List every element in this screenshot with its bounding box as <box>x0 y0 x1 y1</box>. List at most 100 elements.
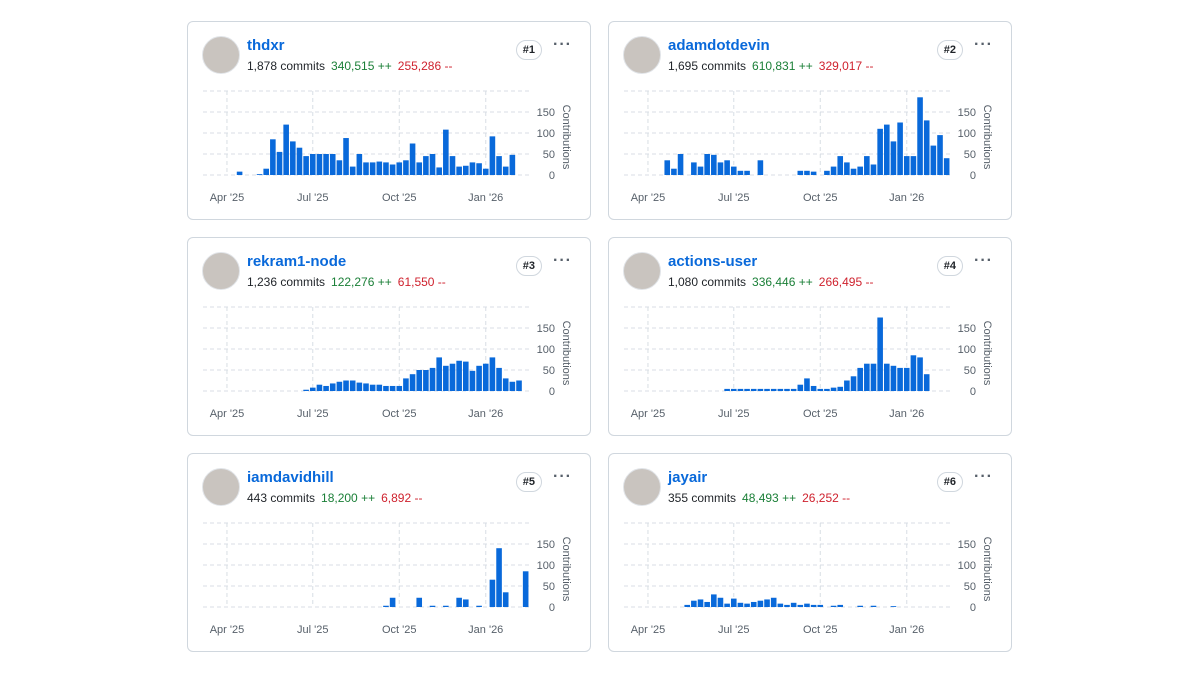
more-options[interactable]: ··· <box>974 36 993 53</box>
avatar <box>623 468 661 506</box>
bar <box>502 166 509 175</box>
bar <box>496 548 502 607</box>
bar <box>877 128 883 175</box>
bar <box>903 367 910 391</box>
bar <box>409 374 416 391</box>
y-axis-label: Contributions <box>560 105 572 170</box>
bar <box>830 387 837 391</box>
avatar <box>623 252 661 290</box>
bar <box>482 168 489 175</box>
y-tick-label: 100 <box>537 128 555 140</box>
bar <box>290 141 296 175</box>
bar <box>824 388 830 391</box>
x-tick-label: Oct '25 <box>803 624 838 636</box>
y-tick-label: 150 <box>958 539 976 551</box>
bar <box>890 365 897 391</box>
bar <box>724 388 730 391</box>
bar <box>336 160 343 175</box>
bar <box>744 170 750 175</box>
more-options[interactable]: ··· <box>553 36 572 53</box>
y-tick-label: 0 <box>970 602 976 614</box>
bar <box>303 389 309 391</box>
bar <box>737 170 744 175</box>
bar <box>363 162 369 175</box>
username[interactable]: jayair <box>668 469 708 486</box>
avatar <box>202 36 240 74</box>
bar <box>502 378 509 391</box>
x-tick-label: Apr '25 <box>210 192 245 204</box>
bar <box>236 171 243 175</box>
bar <box>456 360 462 391</box>
commit-count: 443 commits <box>247 491 316 505</box>
bar <box>943 158 950 175</box>
x-tick-label: Jan '26 <box>889 624 924 636</box>
commit-count: 1,695 commits <box>668 59 747 73</box>
rank-badge: #6 <box>936 472 963 492</box>
commit-count: 1,080 commits <box>668 275 747 289</box>
bar <box>396 385 403 391</box>
bar <box>744 603 750 607</box>
bar <box>336 381 343 391</box>
bar <box>403 160 409 175</box>
bar <box>323 154 329 175</box>
x-tick-label: Jul '25 <box>297 408 328 420</box>
x-tick-label: Oct '25 <box>803 408 838 420</box>
bar <box>870 363 877 391</box>
username[interactable]: rekram1-node <box>247 253 347 270</box>
stats: 355 commits 48,493 ++ 26,252 -- <box>668 491 850 505</box>
bar <box>770 597 777 607</box>
more-options[interactable]: ··· <box>553 468 572 485</box>
bar <box>923 120 930 175</box>
y-tick-label: 150 <box>537 323 555 335</box>
deletions: 255,286 -- <box>397 59 453 73</box>
y-axis-label: Contributions <box>981 105 993 170</box>
bar <box>443 605 449 607</box>
bar <box>476 163 482 175</box>
username[interactable]: thdxr <box>247 37 285 54</box>
more-options[interactable]: ··· <box>974 252 993 269</box>
bar <box>884 363 890 391</box>
bar <box>844 162 850 175</box>
bar <box>890 606 897 607</box>
x-tick-label: Jul '25 <box>297 624 328 636</box>
x-tick-label: Oct '25 <box>382 192 417 204</box>
bar <box>502 592 509 607</box>
bar <box>309 387 316 391</box>
deletions: 329,017 -- <box>818 59 874 73</box>
contribution-chart: 0 50 100 150 Apr '25 Jul '25 Oct '25 Jan '26 Con… <box>624 306 993 420</box>
username[interactable]: actions-user <box>668 253 758 270</box>
additions: 18,200 ++ <box>321 491 376 505</box>
bar <box>456 597 462 607</box>
y-tick-label: 100 <box>537 560 555 572</box>
bar <box>857 367 863 391</box>
bar <box>489 136 496 175</box>
bar <box>671 168 677 175</box>
bar <box>270 139 276 175</box>
bar <box>870 164 877 175</box>
username[interactable]: iamdavidhill <box>247 469 334 486</box>
bar <box>396 162 403 175</box>
additions: 48,493 ++ <box>742 491 797 505</box>
bar <box>416 370 423 391</box>
x-tick-label: Apr '25 <box>631 192 666 204</box>
avatar <box>202 252 240 290</box>
y-tick-label: 50 <box>543 365 555 377</box>
bar <box>864 363 870 391</box>
x-tick-label: Apr '25 <box>210 624 245 636</box>
deletions: 61,550 -- <box>397 275 446 289</box>
more-options[interactable]: ··· <box>553 252 572 269</box>
x-tick-label: Jan '26 <box>889 192 924 204</box>
bar <box>910 355 917 391</box>
bar <box>711 594 717 607</box>
y-tick-label: 100 <box>958 128 976 140</box>
bar <box>917 357 923 391</box>
bar <box>677 154 684 175</box>
deletions: 26,252 -- <box>802 491 851 505</box>
bar <box>664 160 671 175</box>
username[interactable]: adamdotdevin <box>668 37 770 54</box>
bar <box>429 154 436 175</box>
bar <box>449 363 456 391</box>
more-options[interactable]: ··· <box>974 468 993 485</box>
bar <box>884 124 890 175</box>
